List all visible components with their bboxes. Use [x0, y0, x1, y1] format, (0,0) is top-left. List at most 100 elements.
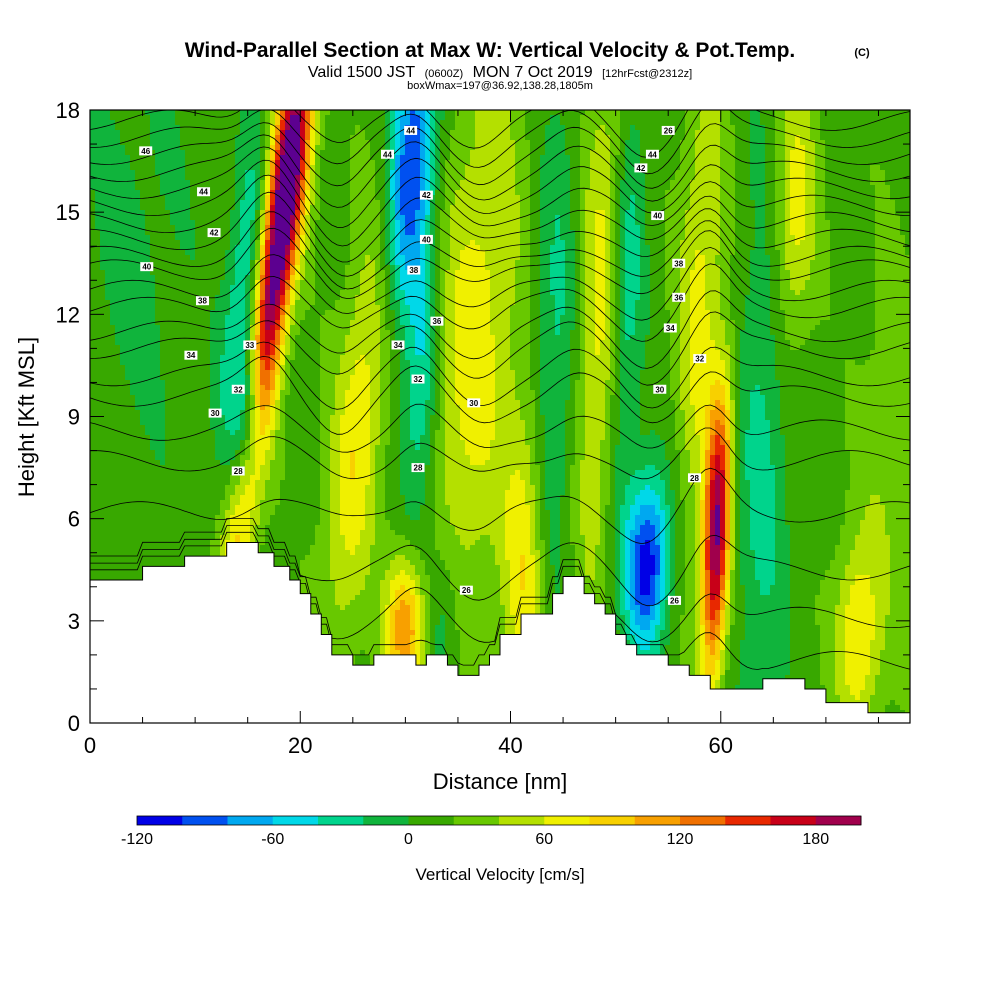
velocity-cell — [480, 110, 486, 116]
velocity-cell — [175, 110, 181, 116]
velocity-cell — [835, 165, 841, 171]
velocity-cell — [610, 185, 616, 191]
velocity-cell — [550, 145, 556, 151]
velocity-cell — [680, 130, 686, 136]
velocity-cell — [840, 130, 846, 136]
velocity-cell — [160, 115, 166, 121]
velocity-cell — [270, 165, 276, 171]
velocity-cell — [370, 110, 376, 116]
velocity-cell — [665, 150, 671, 156]
velocity-cell — [395, 150, 401, 156]
velocity-cell — [710, 140, 716, 146]
velocity-cell — [235, 115, 241, 121]
velocity-cell — [245, 180, 251, 186]
velocity-cell — [115, 135, 121, 141]
velocity-cell — [580, 190, 586, 196]
velocity-cell — [460, 150, 466, 156]
velocity-cell — [315, 120, 321, 126]
velocity-cell — [450, 110, 456, 116]
velocity-cell — [860, 130, 866, 136]
velocity-cell — [540, 190, 546, 196]
velocity-cell — [760, 140, 766, 146]
velocity-cell — [755, 120, 761, 126]
velocity-cell — [185, 150, 191, 156]
velocity-cell — [330, 145, 336, 151]
velocity-cell — [715, 135, 721, 141]
velocity-cell — [860, 140, 866, 146]
velocity-cell — [90, 180, 96, 186]
velocity-cell — [885, 155, 891, 161]
velocity-cell — [240, 180, 246, 186]
velocity-cell — [310, 120, 316, 126]
velocity-cell — [720, 135, 726, 141]
velocity-cell — [560, 120, 566, 126]
velocity-cell — [535, 135, 541, 141]
velocity-cell — [790, 155, 796, 161]
velocity-cell — [885, 120, 891, 126]
velocity-cell — [290, 155, 296, 161]
velocity-cell — [850, 180, 856, 186]
velocity-cell — [490, 190, 496, 196]
velocity-cell — [810, 145, 816, 151]
velocity-cell — [610, 195, 616, 201]
velocity-cell — [175, 155, 181, 161]
velocity-cell — [460, 180, 466, 186]
velocity-cell — [165, 130, 171, 136]
velocity-cell — [125, 135, 131, 141]
velocity-cell — [820, 145, 826, 151]
velocity-cell — [500, 160, 506, 166]
velocity-cell — [195, 175, 201, 181]
velocity-cell — [350, 180, 356, 186]
velocity-cell — [490, 165, 496, 171]
velocity-cell — [230, 145, 236, 151]
velocity-cell — [730, 145, 736, 151]
velocity-cell — [365, 135, 371, 141]
velocity-cell — [765, 150, 771, 156]
velocity-cell — [525, 135, 531, 141]
velocity-cell — [205, 110, 211, 116]
velocity-cell — [845, 150, 851, 156]
velocity-cell — [840, 190, 846, 196]
velocity-cell — [315, 170, 321, 176]
velocity-cell — [130, 185, 136, 191]
velocity-cell — [895, 180, 901, 186]
velocity-cell — [480, 170, 486, 176]
velocity-cell — [710, 165, 716, 171]
velocity-cell — [720, 130, 726, 136]
velocity-cell — [820, 135, 826, 141]
velocity-cell — [275, 190, 281, 196]
velocity-cell — [735, 185, 741, 191]
velocity-cell — [345, 125, 351, 131]
velocity-cell — [545, 125, 551, 131]
velocity-cell — [855, 165, 861, 171]
velocity-cell — [505, 175, 511, 181]
velocity-cell — [620, 185, 626, 191]
velocity-cell — [155, 115, 161, 121]
velocity-cell — [205, 125, 211, 131]
velocity-cell — [745, 195, 751, 201]
velocity-cell — [800, 115, 806, 121]
velocity-cell — [540, 115, 546, 121]
velocity-cell — [755, 195, 761, 201]
velocity-cell — [675, 175, 681, 181]
velocity-cell — [685, 115, 691, 121]
velocity-cell — [510, 150, 516, 156]
velocity-cell — [380, 175, 386, 181]
velocity-cell — [275, 145, 281, 151]
velocity-cell — [425, 165, 431, 171]
velocity-cell — [440, 175, 446, 181]
velocity-cell — [515, 145, 521, 151]
velocity-cell — [885, 110, 891, 116]
velocity-cell — [890, 185, 896, 191]
velocity-cell — [685, 120, 691, 126]
velocity-cell — [730, 120, 736, 126]
velocity-cell — [275, 115, 281, 121]
velocity-cell — [880, 135, 886, 141]
velocity-cell — [225, 130, 231, 136]
velocity-cell — [865, 150, 871, 156]
velocity-cell — [175, 170, 181, 176]
velocity-cell — [725, 120, 731, 126]
velocity-cell — [290, 190, 296, 196]
velocity-cell — [480, 160, 486, 166]
velocity-cell — [705, 185, 711, 191]
